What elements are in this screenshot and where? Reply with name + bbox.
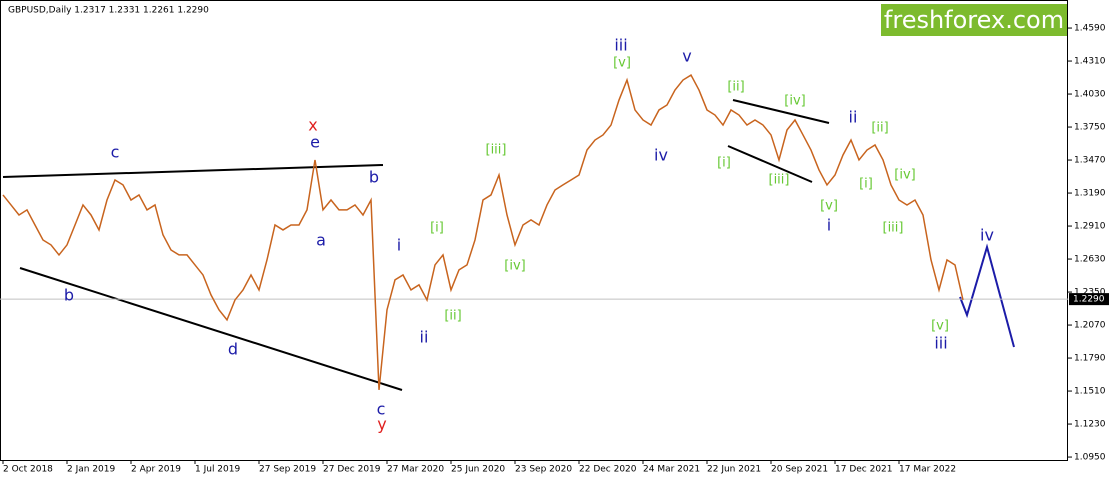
y-tick-label: 1.4030 [1074,90,1106,100]
y-tick-label: 1.3190 [1074,189,1106,199]
y-tick-label: 1.2630 [1074,255,1106,265]
wave-label: c [377,400,386,419]
x-tick-label: 27 Dec 2019 [323,465,381,475]
wave-label: e [310,133,320,152]
trend-line [727,145,813,183]
y-tick-label: 1.2350 [1074,288,1106,298]
wave-label: iv [654,146,668,165]
wave-label: x [308,116,317,135]
trend-lines [2,99,1015,391]
y-tick-label: 1.1230 [1074,420,1106,430]
wave-label: iii [614,36,627,55]
wave-label: b [369,168,379,187]
x-tick-label: 20 Sep 2021 [771,465,828,475]
wave-label: i [397,236,401,255]
wave-label: [iii] [486,143,507,158]
y-tick-label: 1.2910 [1074,222,1106,232]
y-tick-label: 1.4590 [1074,24,1106,34]
wave-label: b [64,286,74,305]
y-tick-label: 1.1510 [1074,387,1106,397]
y-tick-label: 1.4310 [1074,57,1106,67]
y-tick-label: 1.2070 [1074,321,1106,331]
wave-label: d [228,340,238,359]
wave-label: [v] [613,56,631,71]
wave-label: [i] [717,156,731,171]
wave-label: [iv] [504,259,525,274]
wave-label: [ii] [871,121,888,136]
wave-label: [v] [820,199,838,214]
x-tick-label: 27 Sep 2019 [259,465,316,475]
wave-label: ii [849,108,858,127]
logo: freshforex.com [884,6,1064,34]
wave-label: [iv] [894,168,915,183]
wave-label: [ii] [727,80,744,95]
last-price-label: 1.2290 [1073,295,1105,305]
trend-line [19,267,403,391]
wave-label: [v] [931,319,949,334]
wave-label: a [316,231,326,250]
x-tick-label: 22 Dec 2020 [579,465,637,475]
y-tick-label: 1.1790 [1074,354,1106,364]
projection [959,243,1015,348]
x-tick-label: 2 Oct 2018 [3,465,53,475]
x-tick-label: 17 Dec 2021 [835,465,893,475]
x-tick-label: 24 Mar 2021 [643,465,700,475]
trend-line [2,164,384,178]
last-price-box [1069,293,1109,306]
x-tick-label: 23 Sep 2020 [515,465,572,475]
price-line [2,74,964,390]
y-tick-label: 1.3750 [1074,123,1106,133]
x-tick-label: 22 Jun 2021 [707,465,761,475]
x-tick-label: 1 Jul 2019 [195,465,240,475]
wave-label: [iii] [883,221,904,236]
y-tick-label: 1.3470 [1074,156,1106,166]
wave-label: v [682,47,691,66]
x-tick-label: 2 Apr 2019 [131,465,181,475]
wave-label: [iv] [784,94,805,109]
logo-box [881,4,1067,36]
wave-label: y [377,415,386,434]
x-tick-label: 25 Jun 2020 [451,465,505,475]
x-tick-label: 2 Jan 2019 [67,465,115,475]
wave-label: ii [420,328,429,347]
x-tick-label: 17 Mar 2022 [899,465,956,475]
wave-label: [iii] [769,173,790,188]
chart-title: GBPUSD,Daily 1.2317 1.2331 1.2261 1.2290 [8,6,209,16]
wave-label: [ii] [444,309,461,324]
wave-label: [i] [859,177,873,192]
wave-label: c [111,143,120,162]
x-tick-label: 27 Mar 2020 [387,465,444,475]
wave-label: i [827,216,831,235]
trend-line [732,99,830,124]
wave-label: iv [980,226,994,245]
wave-label: iii [934,334,947,353]
plot-frame [0,0,1068,461]
y-tick-label: 1.0950 [1074,453,1106,463]
wave-label: [i] [430,221,444,236]
